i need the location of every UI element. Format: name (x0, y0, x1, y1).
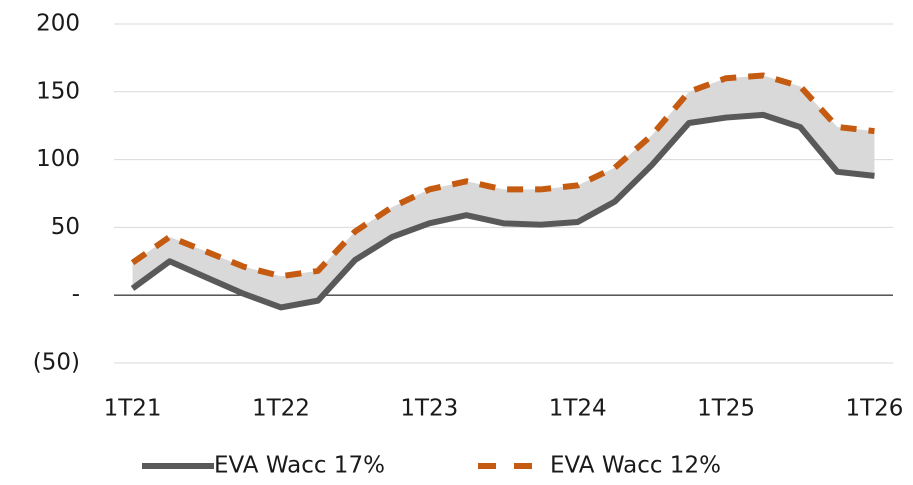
y-tick-label: 100 (36, 146, 80, 172)
x-tick-label: 1T23 (400, 396, 458, 422)
legend-label: EVA Wacc 17% (214, 453, 385, 479)
x-tick-label: 1T24 (549, 396, 607, 422)
y-tick-label: 50 (51, 214, 80, 240)
legend-label: EVA Wacc 12% (550, 453, 721, 479)
x-tick-label: 1T22 (252, 396, 310, 422)
band (132, 75, 875, 308)
y-tick-label: - (72, 282, 80, 308)
x-tick-label: 1T21 (104, 396, 162, 422)
x-tick-label: 1T26 (845, 396, 903, 422)
y-tick-label: 150 (36, 78, 80, 104)
x-tick-label: 1T25 (697, 396, 755, 422)
line-series (130, 111, 875, 311)
line-series (130, 72, 875, 280)
y-tick-label: 200 (36, 11, 80, 37)
y-tick-label: (50) (33, 350, 80, 376)
